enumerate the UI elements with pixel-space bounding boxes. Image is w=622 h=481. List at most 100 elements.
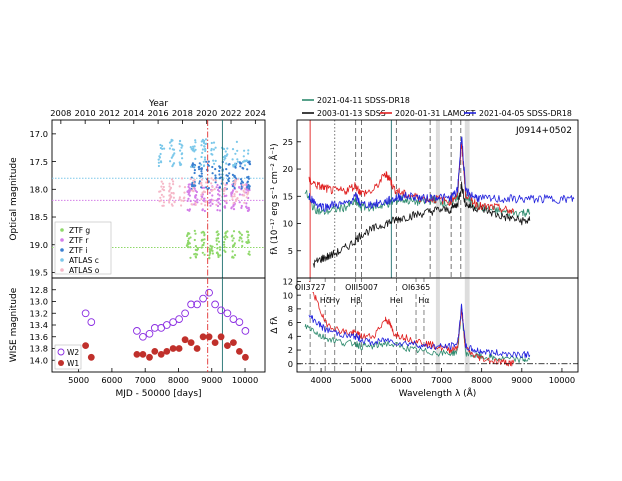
wise-light-curve-panel: 12.8 13.013.2 13.4 13.6 13.814.0 5000 6000 7000…: [9, 277, 266, 399]
light-curve-point: [219, 166, 222, 169]
difference-xtick-label: 8000: [471, 375, 492, 385]
light-curve-point: [202, 231, 206, 234]
optical-legend-label: ATLAS c: [69, 256, 99, 265]
wise-w2-point: [241, 327, 250, 335]
line-label-background: [388, 295, 405, 305]
optical-legend-label: ZTF i: [69, 246, 88, 255]
difference-xtick-label: 9000: [511, 375, 532, 385]
light-curve-point: [216, 209, 219, 212]
year-tick-label: 2016: [148, 108, 169, 118]
wise-w1-point: [230, 339, 237, 346]
wise-plot-frame: [51, 277, 266, 373]
year-axis-title: Year: [148, 99, 168, 109]
wise-w2-point: [133, 327, 141, 335]
light-curve-point: [172, 183, 175, 186]
light-curve-point: [223, 246, 226, 249]
light-curve-point: [215, 199, 218, 202]
light-curve-point: [211, 252, 214, 255]
light-curve-point: [214, 181, 217, 184]
light-curve-point: [238, 186, 241, 189]
light-curve-point: [211, 202, 214, 205]
light-curve-point: [192, 179, 195, 182]
light-curve-point: [240, 187, 243, 190]
light-curve-point: [160, 180, 163, 183]
light-curve-point: [215, 186, 218, 189]
light-curve-point: [231, 185, 234, 188]
light-curve-point: [246, 176, 249, 179]
light-curve-point: [209, 252, 212, 255]
light-curve-point: [168, 201, 171, 204]
light-curve-point: [202, 140, 206, 144]
light-curve-point: [203, 233, 206, 236]
light-curve-point: [208, 254, 211, 257]
telluric-band: [435, 278, 440, 372]
difference-ytick-label: 8: [288, 304, 293, 314]
light-curve-point: [162, 185, 165, 189]
line-label-background: [319, 295, 331, 305]
light-curve-point: [201, 238, 204, 241]
light-curve-point: [181, 152, 184, 155]
light-curve-point: [218, 246, 221, 249]
light-curve-point: [189, 199, 192, 203]
light-curve-point: [216, 230, 219, 233]
light-curve-point: [225, 162, 228, 165]
wise-legend-marker: [57, 348, 65, 356]
wise-legend-label: W2: [67, 348, 79, 357]
year-tick-label: 2022: [220, 108, 241, 118]
light-curve-point: [233, 183, 236, 187]
light-curve-point: [217, 254, 220, 257]
optical-legend-box: [54, 221, 112, 275]
light-curve-point: [186, 208, 189, 211]
light-curve-point: [231, 158, 234, 161]
difference-xtick-label: 10000: [549, 375, 575, 385]
light-curve-point: [201, 244, 204, 247]
light-curve-point: [178, 198, 181, 201]
light-curve-point: [232, 202, 235, 205]
light-curve-point: [212, 141, 216, 144]
wise-w2-point: [139, 332, 147, 341]
light-curve-point: [193, 150, 196, 153]
wise-w1-point: [242, 353, 249, 361]
light-curve-point: [180, 204, 183, 207]
light-curve-point: [202, 160, 205, 163]
light-curve-point: [233, 195, 236, 198]
light-curve-point: [227, 163, 230, 166]
wise-ytick-label: 13.6: [30, 332, 48, 342]
light-curve-point: [218, 194, 221, 197]
light-curve-point: [241, 240, 244, 243]
light-curve-point: [173, 201, 176, 204]
light-curve-point: [218, 186, 221, 189]
light-curve-point: [168, 199, 171, 202]
wise-w2-point: [187, 300, 195, 309]
light-curve-point: [194, 141, 197, 144]
light-curve-point: [207, 160, 210, 163]
light-curve-point: [214, 168, 217, 171]
wise-w1-point: [175, 345, 183, 352]
line-label-background: [329, 295, 340, 305]
wise-w2-point: [145, 329, 154, 338]
light-curve-point: [232, 208, 236, 211]
light-curve-point: [236, 178, 239, 181]
light-curve-point: [159, 152, 162, 156]
light-curve-point: [211, 188, 214, 192]
difference-ytick-label: 2: [288, 345, 293, 355]
light-curve-point: [223, 205, 226, 209]
light-curve-point: [178, 196, 181, 199]
wise-ytick-label: 13.4: [30, 320, 48, 330]
wise-w2-point: [150, 324, 159, 332]
light-curve-point: [225, 168, 228, 171]
light-curve-point: [212, 199, 215, 202]
light-curve-point: [200, 246, 203, 249]
wise-xtick-label: 7000: [135, 375, 156, 385]
optical-ytick-label: 18.5: [30, 212, 48, 222]
light-curve-point: [231, 148, 235, 151]
light-curve-point: [172, 196, 175, 199]
light-curve-point: [189, 256, 192, 259]
light-curve-point: [226, 236, 229, 239]
optical-light-curve-panel: 17.0 17.5 18.0 18.5 19.0 19.5 2008 2010 2012 2014…: [9, 99, 266, 279]
light-curve-point: [168, 182, 171, 185]
light-curve-point: [161, 147, 164, 150]
light-curve-point: [247, 233, 250, 236]
year-tick-label: 2014: [123, 108, 144, 118]
light-curve-point: [247, 239, 250, 242]
